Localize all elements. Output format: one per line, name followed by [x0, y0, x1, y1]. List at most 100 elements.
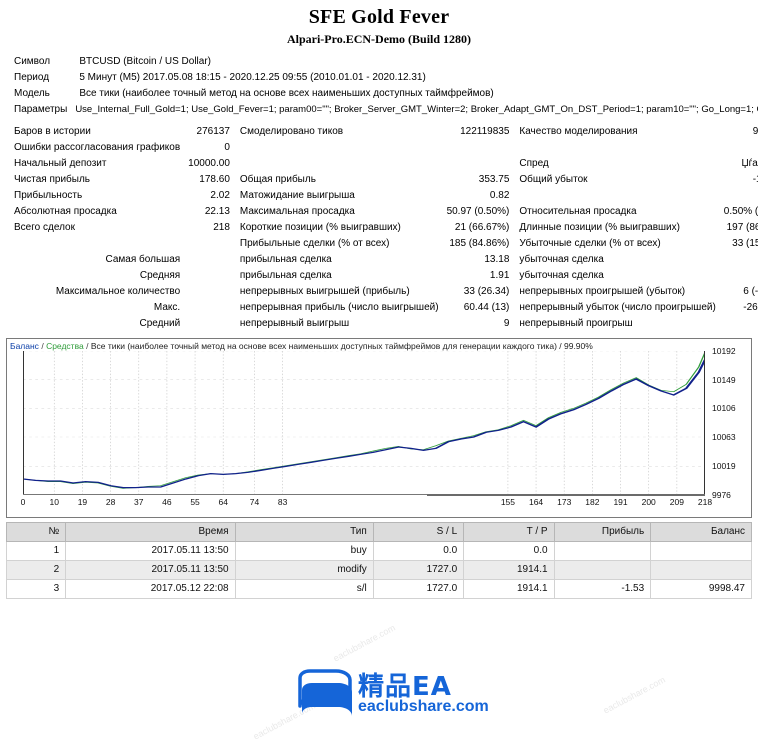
x-tick-label: 64	[218, 497, 228, 507]
deals-column-header[interactable]: S / L	[372, 522, 465, 542]
net-profit-label: Чистая прибыль	[14, 174, 90, 185]
deals-column-header[interactable]: Прибыль	[553, 522, 652, 542]
x-axis-labels: 0 10 19 28 37 46 55 64 74 83 155 164 173 182 191 200 209…	[20, 497, 712, 515]
maximal-loss-label: непрерывный убыток (число проигрышей)	[519, 302, 716, 313]
period-label: Период	[14, 72, 50, 83]
quality-label: Качество моделирования	[519, 126, 638, 137]
watermark-ghost-1: eaclubshare.com	[331, 622, 397, 664]
table-row[interactable]: 1 2017.05.11 13:50 buy 0.0 0.0	[5, 541, 752, 561]
max-drawdown-label: Максимальная просадка	[239, 206, 355, 217]
watermark-ghost-2: eaclubshare.com	[601, 674, 667, 716]
deals-cell-num: 2	[5, 560, 67, 580]
stats-row-bars: Баров в истории 276137 Смоделировано тик…	[0, 124, 758, 140]
deals-cell-sl: 1727.0	[372, 560, 465, 580]
deals-column-header[interactable]: Тип	[234, 522, 374, 542]
largest-loss-label: убыточная сделка	[519, 254, 604, 265]
legend-description: Все тики (наиболее точный метод на основ…	[90, 341, 593, 351]
deals-column-header[interactable]: №	[5, 522, 67, 542]
watermark: 精品EA eaclubshare.com	[290, 668, 540, 732]
largest-label: Самая большая	[105, 254, 181, 265]
deals-cell-profit	[553, 541, 652, 561]
x-axis-line	[23, 494, 705, 495]
max-consecutive-wins-label: непрерывных выигрышей (прибыль)	[239, 286, 410, 297]
ticks-value: 122119835	[460, 126, 510, 137]
short-positions-label: Короткие позиции (% выигравших)	[239, 222, 401, 233]
abs-drawdown-label: Абсолютная просадка	[14, 206, 117, 217]
gross-profit-value: 353.75	[478, 174, 510, 185]
x-tick-label: 46	[162, 497, 172, 507]
rel-drawdown-value: 0.50% (50.97)	[723, 206, 758, 217]
avg-consecutive-wins-label: непрерывный выигрыш	[239, 318, 350, 329]
short-positions-value: 21 (66.67%)	[454, 222, 510, 233]
table-row[interactable]: 3 2017.05.12 22:08 s/l 1727.0 1914.1 -1.53 999…	[5, 579, 752, 599]
x-tick-label: 155	[500, 497, 515, 507]
watermark-ghost-3: eaclubshare.com	[251, 700, 317, 742]
watermark-site: eaclubshare.com	[358, 698, 489, 715]
stats-row-profit-factor: Прибыльность 2.02 Матожидание выигрыша 0…	[0, 188, 758, 204]
y-tick-label: 10019	[712, 461, 736, 472]
loss-trades-label: Убыточные сделки (% от всех)	[519, 238, 661, 249]
deals-column-header[interactable]: T / P	[463, 522, 555, 542]
average-profit-label: прибыльная сделка	[239, 270, 332, 281]
total-trades-label: Всего сделок	[14, 222, 75, 233]
bars-label: Баров в истории	[14, 126, 91, 137]
model-value: Все тики (наиболее точный метод на основ…	[79, 88, 494, 99]
deals-cell-sl: 0.0	[372, 541, 465, 561]
ticks-label: Смоделировано тиков	[239, 126, 344, 137]
x-tick-label: 83	[277, 497, 288, 507]
deals-cell-tp: 1914.1	[463, 560, 555, 580]
deals-cell-time: 2017.05.11 13:50	[65, 541, 236, 561]
deals-cell-profit	[553, 560, 652, 580]
max-consecutive-losses-value: 6 (-12.98)	[743, 286, 758, 297]
balance-line	[23, 359, 705, 489]
y-tick-label: 10063	[712, 432, 736, 442]
total-trades-value: 218	[213, 222, 230, 233]
stats-row-drawdown: Абсолютная просадка 22.13 Максимальная п…	[0, 204, 758, 220]
legend-separator-2: /	[86, 341, 89, 351]
largest-loss-value: -18.38	[720, 252, 758, 268]
max-consecutive-label: Максимальное количество	[55, 286, 181, 297]
stats-row-avg-consecutive: Средний непрерывный выигрыш 9 непрерывны…	[0, 316, 758, 332]
deals-cell-tp: 0.0	[463, 541, 555, 561]
params-value: Use_Internal_Full_Gold=1; Use_Gold_Fever…	[75, 104, 758, 115]
y-axis-line	[23, 351, 24, 495]
model-label: Модель	[14, 88, 50, 99]
expected-payoff-value: 0.82	[489, 190, 510, 201]
y-tick-label: 9976	[712, 490, 731, 500]
rel-drawdown-label: Относительная просадка	[519, 206, 637, 217]
x-tick-label: 0	[20, 497, 26, 507]
mismatch-value: 0	[224, 142, 230, 153]
deals-cell-type: s/l	[234, 579, 374, 599]
avg-consecutive-wins-value: 9	[503, 318, 510, 329]
table-row[interactable]: 2 2017.05.11 13:50 modify 1727.0 1914.1	[5, 560, 752, 580]
maximal-label: Макс.	[153, 302, 181, 313]
stats-row-maximal: Макс. непрерывная прибыль (число выигрыш…	[0, 300, 758, 316]
deals-cell-sl: 1727.0	[372, 579, 465, 599]
x-axis-scrollbar[interactable]	[427, 494, 705, 496]
symbol-value: BTCUSD (Bitcoin / US Dollar)	[79, 56, 212, 67]
x-tick-label: 164	[528, 497, 544, 507]
spread-label: Спред	[519, 158, 549, 169]
book-logo-icon	[298, 669, 352, 716]
spread-value: Џѓаѓ¬ѓЛѓЃ	[741, 158, 758, 169]
deals-cell-num: 3	[5, 579, 67, 599]
chart-legend: Баланс / Средства / Все тики (наиболее т…	[10, 341, 593, 351]
deals-cell-time: 2017.05.12 22:08	[65, 579, 236, 599]
x-tick-label: 28	[105, 497, 116, 507]
average-label: Средняя	[139, 270, 181, 281]
deals-column-header[interactable]: Баланс	[650, 522, 752, 542]
x-tick-label: 191	[613, 497, 628, 507]
page-title: SFE Gold Fever	[308, 6, 450, 28]
maximal-profit-value: 60.44 (13)	[463, 302, 510, 313]
deals-cell-profit: -1.53	[553, 579, 652, 599]
max-consecutive-wins-value: 33 (26.34)	[463, 286, 510, 297]
average-profit-value: 1.91	[489, 270, 510, 281]
deals-cell-balance	[650, 541, 752, 561]
stats-row-largest: Самая большая прибыльная сделка 13.18 уб…	[0, 252, 758, 268]
stats-row-deposit: Начальный депозит 10000.00 Спред Џѓаѓ¬ѓЛ…	[0, 156, 758, 172]
equity-chart: Баланс / Средства / Все тики (наиболее т…	[6, 338, 752, 518]
long-positions-value: 197 (86.80%)	[726, 222, 758, 233]
chart-plot-area	[23, 351, 705, 495]
deals-column-header[interactable]: Время	[65, 522, 236, 542]
